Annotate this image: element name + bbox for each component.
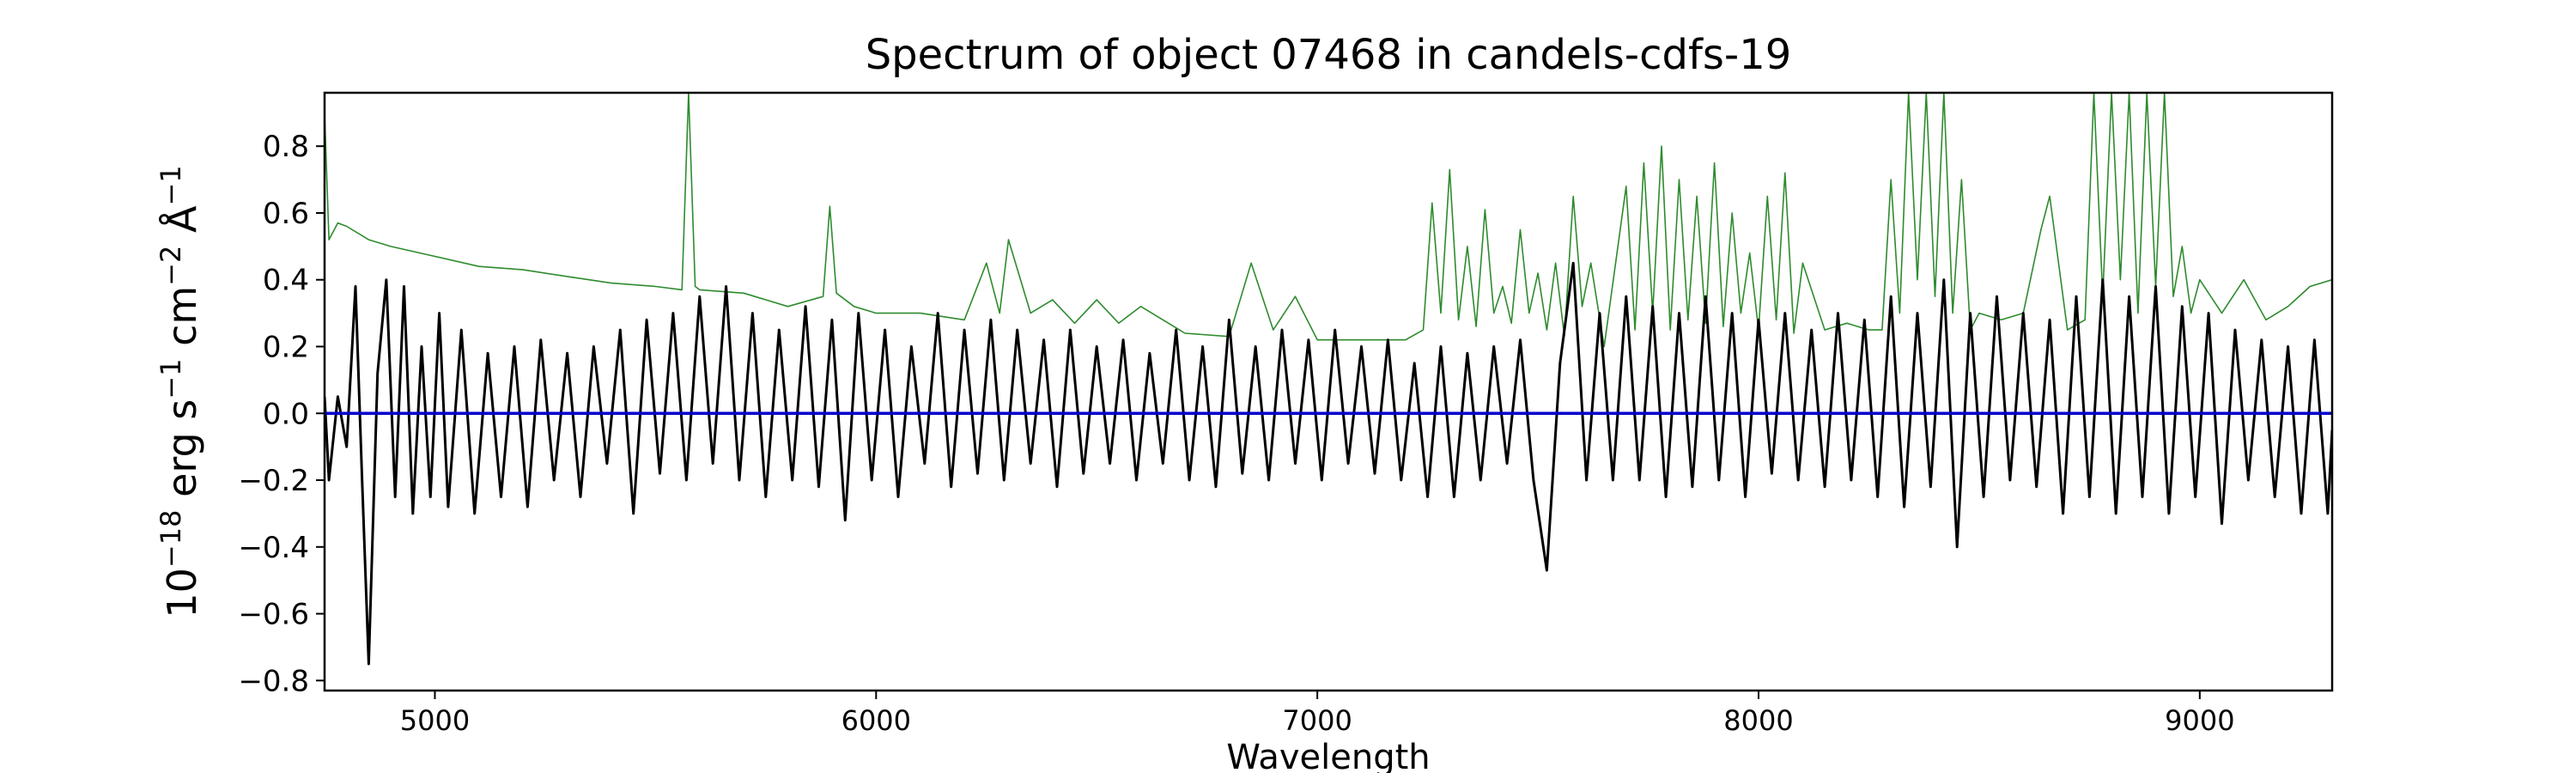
flux-series-line — [325, 261, 2332, 666]
ylabel-cm: cm — [159, 286, 205, 359]
y-tick-label: 0.4 — [263, 264, 309, 298]
y-tick-label: −0.8 — [238, 664, 309, 698]
x-ticks: 5000 6000 7000 8000 9000 — [400, 691, 2235, 737]
y-tick-label: 0.2 — [263, 331, 309, 365]
plot-frame — [323, 91, 2334, 692]
y-axis-label: 10−18 erg s−1 cm−2 Å−1 — [155, 165, 205, 618]
x-tick-label: 5000 — [400, 704, 470, 737]
ylabel-ang: Å — [159, 205, 205, 246]
x-tick-label: 7000 — [1282, 704, 1352, 737]
ylabel-base: 10 — [159, 568, 205, 618]
series-layer — [325, 93, 2332, 666]
y-tick-label: −0.2 — [238, 464, 309, 498]
ylabel-exp2: −1 — [155, 359, 187, 399]
y-ticks: 0.8 0.6 0.4 0.2 0.0 −0.2 −0.4 −0.6 −0.8 — [238, 130, 325, 698]
chart-title: Spectrum of object 07468 in candels-cdfs… — [866, 31, 1792, 79]
ylabel-exp4: −1 — [155, 165, 187, 205]
x-tick-label: 8000 — [1723, 704, 1793, 737]
x-axis-label: Wavelength — [1226, 738, 1430, 773]
y-tick-label: −0.4 — [238, 531, 309, 565]
y-tick-label: 0.8 — [263, 130, 309, 164]
x-tick-label: 9000 — [2165, 704, 2234, 737]
y-tick-label: 0.6 — [263, 197, 309, 231]
ylabel-exp1: −18 — [155, 510, 187, 569]
error-series-line — [325, 93, 2332, 348]
x-tick-label: 6000 — [841, 704, 911, 737]
ylabel-erg: erg s — [159, 399, 205, 510]
y-tick-label: 0.0 — [263, 397, 309, 431]
y-tick-label: −0.6 — [238, 598, 309, 632]
ylabel-exp3: −2 — [155, 246, 187, 286]
